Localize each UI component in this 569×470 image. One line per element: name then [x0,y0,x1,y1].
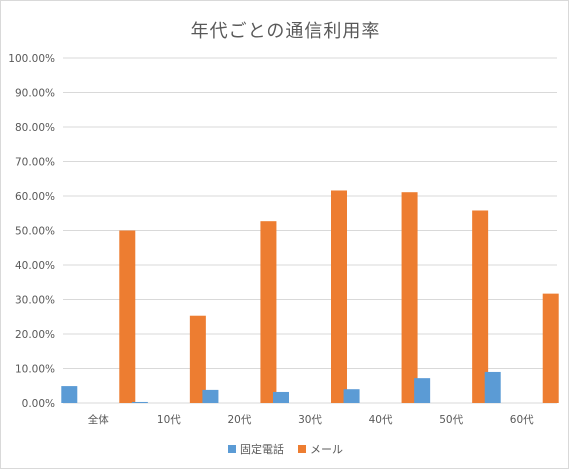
bars [61,190,559,403]
legend-item-series-1: 固定電話 [228,441,284,457]
bar-series-2 [472,210,489,403]
legend-label-series-2: メール [310,443,343,456]
x-axis-ticks: 全体 10代 20代 30代 40代 50代 60代 [88,413,534,426]
bar-series-2 [260,221,277,403]
legend-label-series-1: 固定電話 [240,443,284,456]
y-tick-label: 60.00% [15,191,55,203]
x-tick-label: 20代 [227,414,251,426]
legend-swatch-series-2 [298,445,306,453]
bar-series-1 [414,378,431,403]
bar-series-1 [273,391,289,403]
x-tick-label: 30代 [298,414,322,426]
bar-series-2 [401,192,418,403]
y-tick-label: 100.00% [8,53,55,65]
y-tick-label: 50.00% [15,226,55,238]
y-tick-label: 40.00% [15,260,55,272]
y-tick-label: 30.00% [15,295,55,307]
bar-series-1 [61,386,78,403]
y-axis-ticks: 0.00% 10.00% 20.00% 30.00% 40.00% 50.00% 60.00… [8,53,55,410]
x-tick-label: 10代 [157,414,181,426]
chart-title: 年代ごとの通信利用率 [190,21,381,42]
y-tick-label: 0.00% [22,398,55,410]
legend-swatch-series-1 [228,445,236,453]
bar-series-1 [131,401,148,403]
y-tick-label: 90.00% [15,88,55,100]
y-tick-label: 20.00% [15,329,55,341]
bar-series-1 [484,371,501,403]
bar-series-2 [119,230,136,403]
x-tick-label: 50代 [439,414,463,426]
y-tick-label: 80.00% [15,122,55,134]
bar-series-2 [331,190,347,403]
legend-item-series-2: メール [298,441,343,457]
bar-series-1 [343,389,360,403]
x-tick-label: 全体 [88,413,109,426]
x-tick-label: 60代 [510,414,534,426]
y-tick-label: 70.00% [15,157,55,169]
bar-series-2 [542,293,559,403]
x-tick-label: 40代 [369,414,393,426]
bar-series-2 [189,315,206,403]
y-tick-label: 10.00% [15,364,55,376]
bar-series-1 [202,389,219,403]
legend: 固定電話 メール [1,441,569,457]
